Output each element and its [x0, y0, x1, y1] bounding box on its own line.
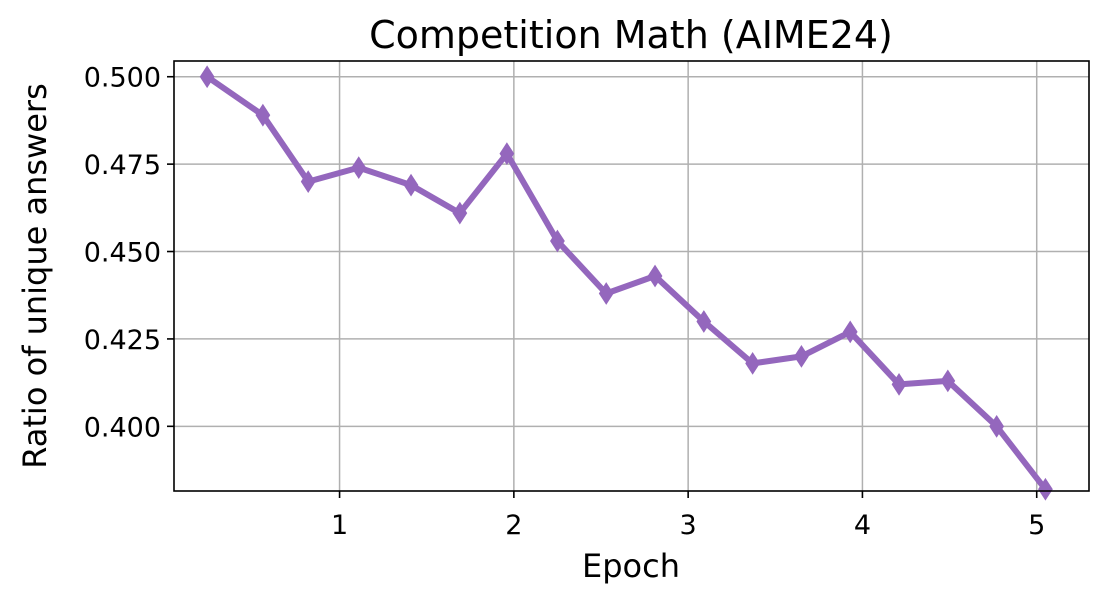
y-tick-label: 0.500	[84, 63, 161, 94]
axis-ticks: 1 2 3 4 5 0.400 0.425 0.450 0.475 0.500	[84, 63, 1046, 541]
data-point-marker	[351, 156, 367, 180]
data-point-marker	[255, 103, 271, 127]
data-point-marker	[794, 345, 809, 368]
series-line-group	[199, 65, 1053, 501]
y-tick-label: 0.400	[84, 412, 161, 443]
x-tick-label: 4	[854, 510, 871, 541]
data-point-marker	[199, 65, 215, 89]
data-point-marker	[300, 170, 316, 193]
grid-lines	[174, 61, 1089, 491]
data-point-marker	[550, 229, 565, 253]
data-point-marker	[598, 282, 614, 305]
data-point-marker	[452, 201, 468, 225]
data-point-marker	[891, 372, 907, 396]
data-point-marker	[499, 142, 515, 166]
y-axis-label: Ratio of unique answers	[16, 83, 54, 469]
x-tick-label: 5	[1028, 510, 1045, 541]
y-tick-label: 0.475	[84, 150, 161, 181]
data-point-marker	[745, 352, 761, 375]
data-point-marker	[696, 310, 712, 333]
y-tick-label: 0.425	[84, 325, 161, 356]
x-tick-label: 3	[680, 510, 697, 541]
x-tick-label: 1	[331, 510, 348, 541]
plot-frame	[173, 60, 1090, 492]
x-axis-label: Epoch	[582, 547, 680, 585]
series-line	[204, 73, 1049, 493]
data-point-marker	[403, 173, 419, 197]
data-point-marker	[940, 369, 956, 393]
data-point-marker	[989, 414, 1005, 438]
x-tick-label: 2	[505, 510, 522, 541]
data-point-marker	[1038, 477, 1053, 501]
chart-title: Competition Math (AIME24)	[369, 13, 893, 57]
data-point-marker	[842, 320, 858, 344]
y-tick-label: 0.450	[84, 238, 161, 269]
data-point-marker	[647, 264, 663, 288]
